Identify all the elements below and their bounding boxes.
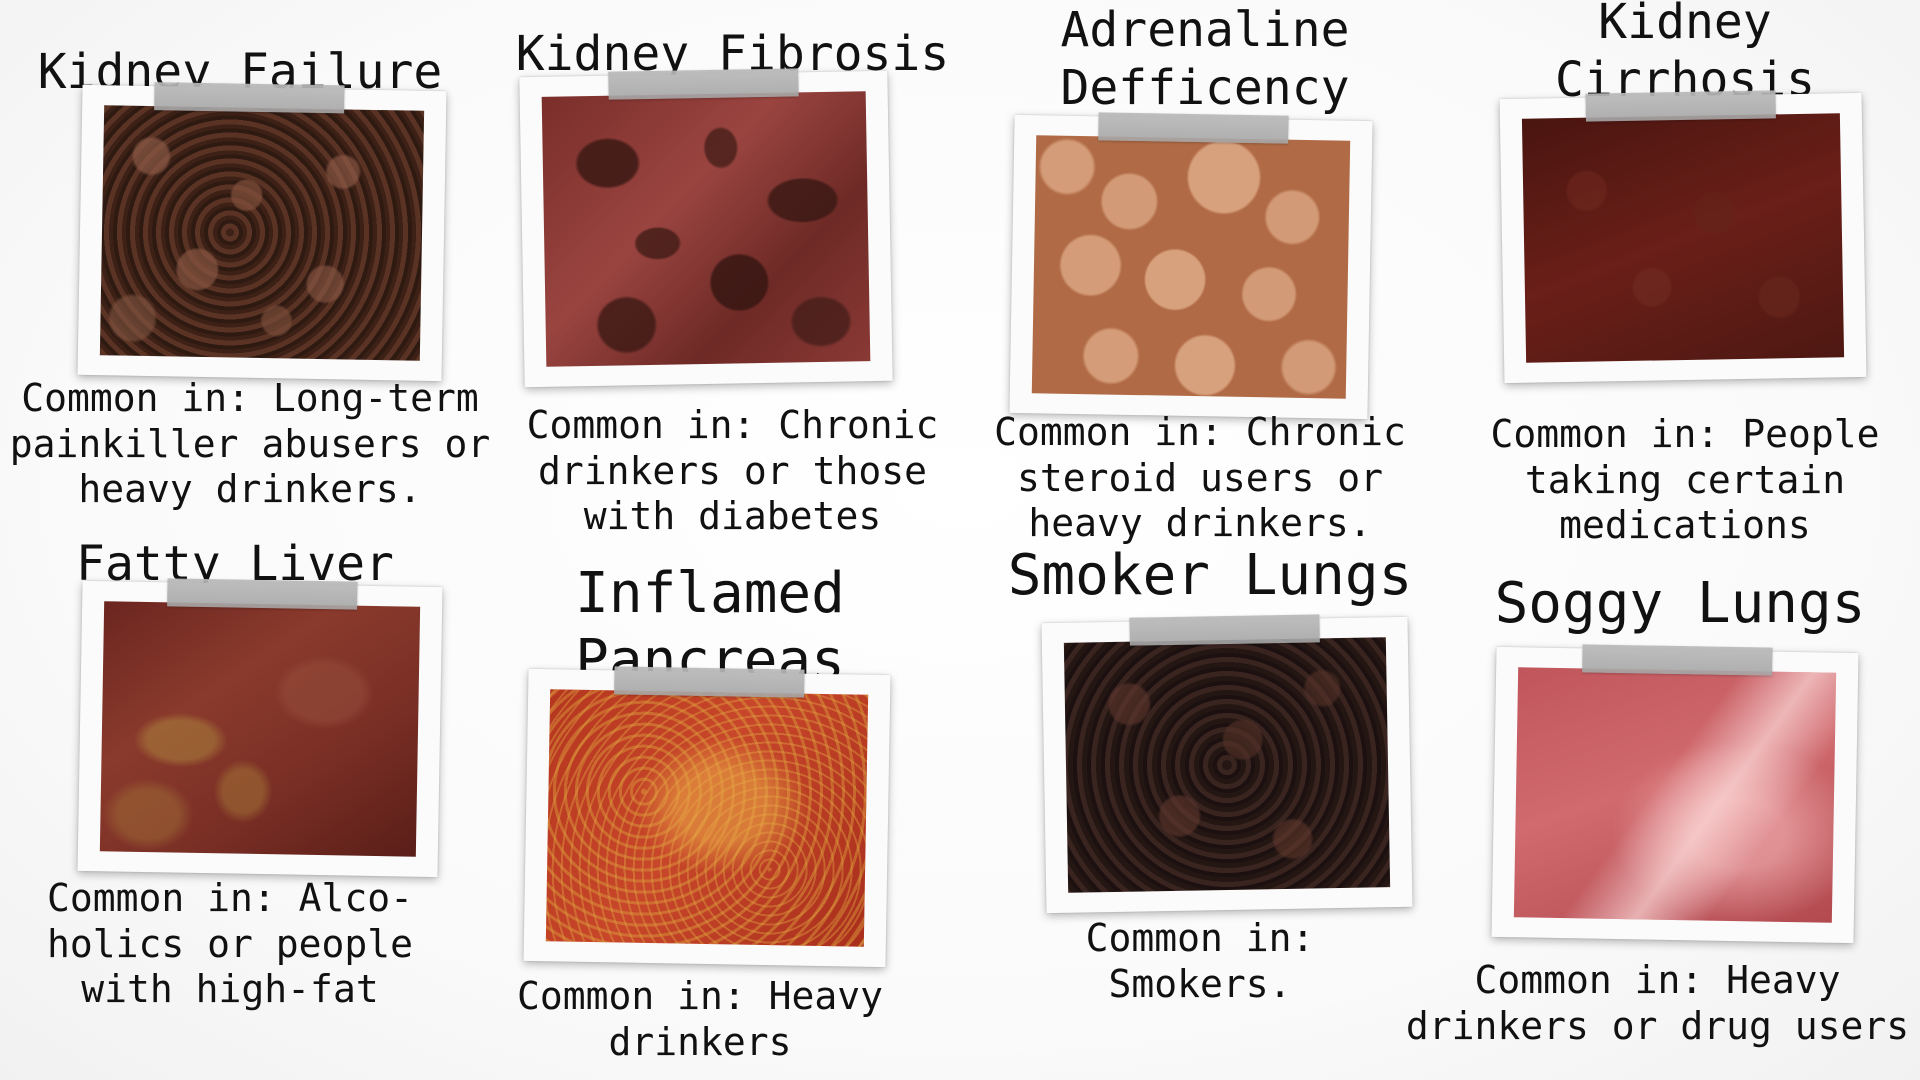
tape-strip — [1129, 614, 1320, 646]
photo-pancreas — [523, 666, 891, 968]
tape-strip — [167, 578, 358, 610]
tape-strip — [154, 82, 345, 114]
card-caption-fatty-liver: Common in: Alco- holics or people with h… — [46, 876, 414, 1012]
photo-soggy-lungs — [1491, 644, 1859, 944]
card-caption-adrenaline: Common in: Chronic steroid users or heav… — [994, 410, 1406, 546]
card-caption-smoker-lungs: Common in: Smokers. — [1085, 916, 1315, 1006]
card-caption-kidney-failure: Common in: Long-term painkiller abusers … — [9, 376, 491, 512]
tissue-swatch-fatty-liver — [99, 601, 421, 857]
tape-strip — [1098, 112, 1289, 144]
tissue-swatch-soggy-lungs — [1513, 667, 1837, 923]
photo-kidney-failure — [77, 82, 447, 382]
photo-kidney-fibrosis — [519, 68, 893, 388]
card-caption-kidney-cirrhosis: Common in: People taking certain medicat… — [1490, 412, 1880, 548]
card-title-kidney-failure: Kidney Failure — [37, 44, 443, 100]
tissue-swatch-kidney-fibrosis — [541, 91, 871, 367]
tissue-swatch-pancreas — [545, 689, 869, 947]
photo-kidney-cirrhosis — [1499, 90, 1867, 384]
card-title-kidney-cirrhosis: Kidney Cirrhosis — [1554, 0, 1816, 108]
card-caption-pancreas: Common in: Heavy drinkers — [516, 974, 884, 1064]
card-title-soggy-lungs: Soggy Lungs — [1494, 571, 1866, 636]
photo-fatty-liver — [77, 578, 443, 878]
tissue-swatch-adrenaline — [1031, 135, 1351, 399]
tissue-swatch-kidney-failure — [99, 105, 425, 361]
tissue-swatch-smoker-lungs — [1063, 637, 1391, 893]
photo-adrenaline — [1009, 112, 1373, 420]
tissue-swatch-kidney-cirrhosis — [1521, 113, 1845, 363]
card-caption-kidney-fibrosis: Common in: Chronic drinkers or those wit… — [526, 403, 939, 539]
card-title-adrenaline: Adrenaline Defficency — [1060, 2, 1350, 116]
photo-smoker-lungs — [1041, 614, 1413, 914]
tape-strip — [1585, 90, 1776, 122]
tape-strip — [1582, 644, 1773, 676]
card-title-smoker-lungs: Smoker Lungs — [1007, 543, 1413, 608]
card-caption-soggy-lungs: Common in: Heavy drinkers or drug users — [1405, 958, 1910, 1048]
tape-strip — [608, 68, 799, 100]
tape-strip — [614, 666, 805, 698]
